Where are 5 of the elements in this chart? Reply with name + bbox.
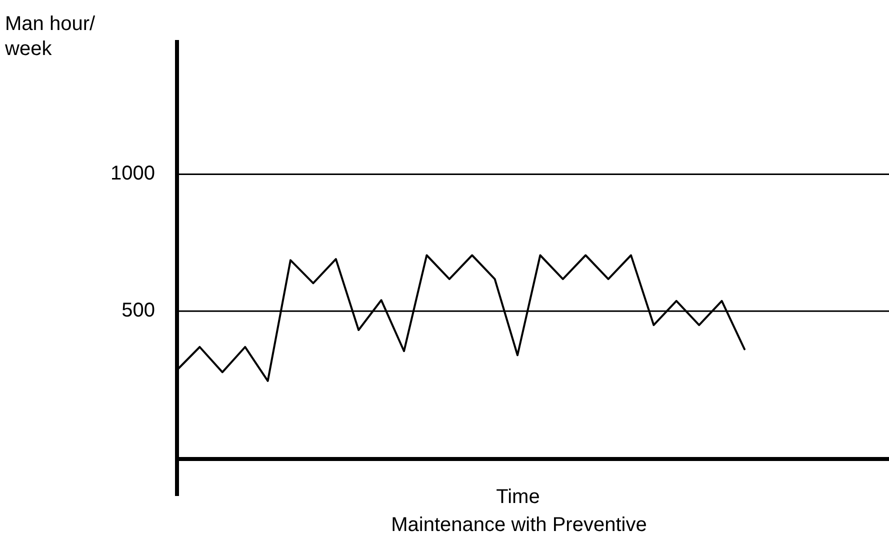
y-axis-title: Man hour/ week: [4, 13, 96, 60]
x-axis-title: Time: [496, 486, 540, 508]
y-tick-label: 1000: [110, 162, 155, 184]
y-tick-label: 500: [122, 299, 155, 322]
text: Maintenance with Preventive: [391, 514, 647, 536]
